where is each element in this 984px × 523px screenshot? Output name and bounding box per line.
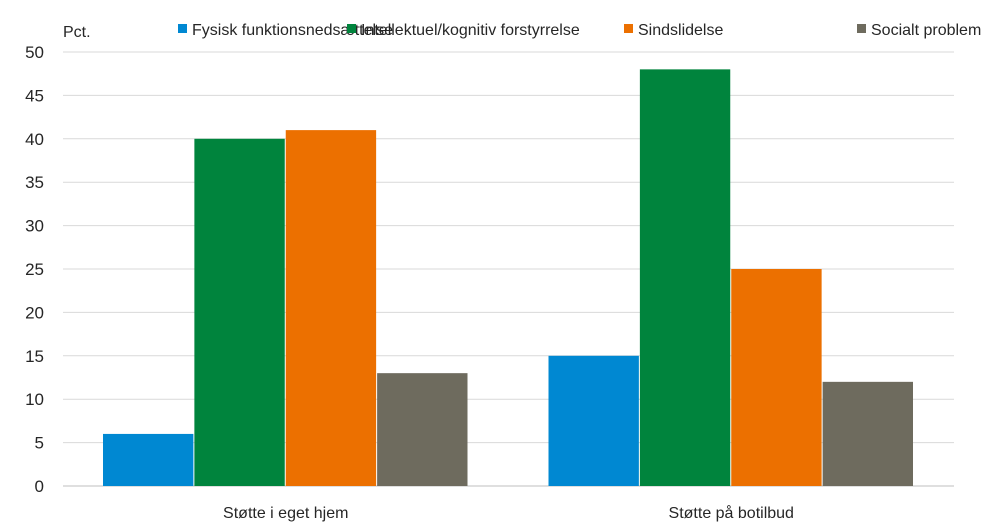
y-tick-label: 0 [35, 477, 44, 496]
legend-swatch [347, 24, 356, 33]
bars [103, 69, 913, 487]
x-category-label: Støtte på botilbud [669, 504, 794, 522]
y-tick-label: 45 [25, 86, 44, 105]
legend-swatch [178, 24, 187, 33]
bar-2-2 [639, 69, 731, 487]
y-tick-label: 50 [25, 43, 44, 62]
legend-swatch [857, 24, 866, 33]
y-tick-label: 10 [25, 390, 44, 409]
y-tick-label: 25 [25, 260, 44, 279]
bar-4-1 [377, 373, 468, 486]
y-tick-label: 30 [25, 217, 44, 236]
legend-swatch [624, 24, 633, 33]
legend-label: Socialt problem [871, 22, 981, 39]
y-tick-label: 35 [25, 173, 44, 192]
legend-label: Intellektuel/kognitiv forstyrrelse [361, 22, 580, 39]
bar-4-2 [822, 381, 913, 486]
x-category-label: Støtte i eget hjem [223, 505, 348, 522]
bar-2-1 [194, 138, 285, 487]
x-axis-labels: Støtte i eget hjem Støtte på botilbud [223, 504, 794, 522]
y-axis-ticks: 0 5 10 15 20 25 30 35 40 45 50 [25, 43, 44, 496]
bar-1-1 [103, 433, 194, 486]
y-tick-label: 40 [25, 130, 44, 149]
legend: Fysisk funktionsnedsættelseIntellektuel/… [178, 22, 981, 39]
y-tick-label: 5 [35, 434, 44, 453]
legend-label: Fysisk funktionsnedsættelse [192, 22, 393, 39]
y-axis-unit-label: Pct. [63, 24, 91, 41]
y-tick-label: 15 [25, 347, 44, 366]
y-tick-label: 20 [25, 303, 44, 322]
bar-1-2 [548, 355, 639, 486]
bar-3-2 [731, 269, 822, 486]
bar-3-1 [285, 130, 377, 486]
legend-label: Sindslidelse [638, 22, 723, 39]
